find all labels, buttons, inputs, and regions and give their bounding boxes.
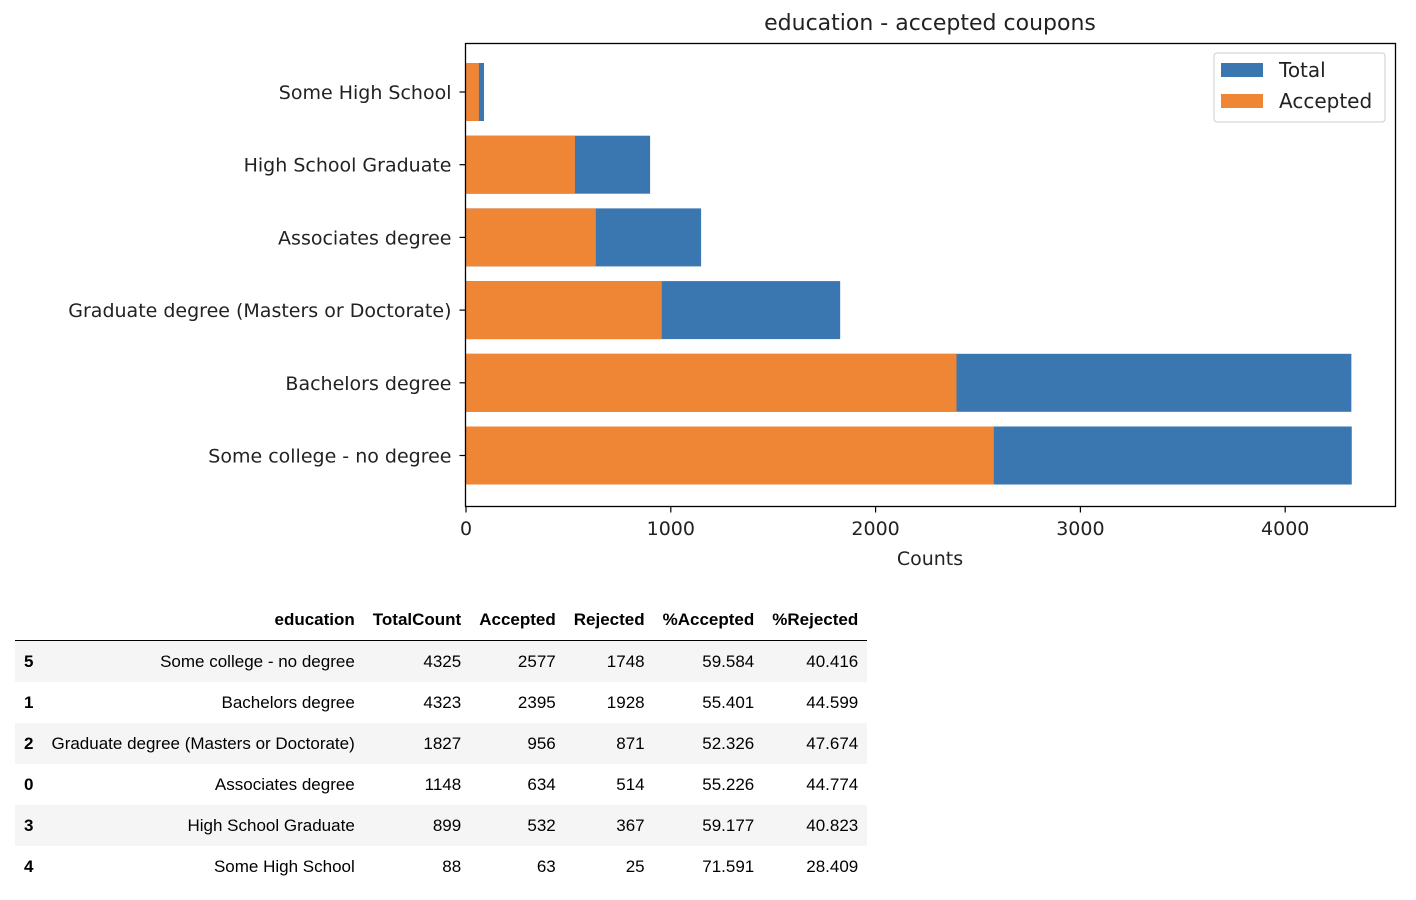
table-cell: Some High School xyxy=(213,856,355,876)
table-cell: 63 xyxy=(536,856,556,876)
y-tick-label-2: Associates degree xyxy=(278,227,451,249)
table-cell: 88 xyxy=(442,856,462,876)
table-cell: 55.226 xyxy=(702,774,755,794)
column-header-3: Accepted xyxy=(470,600,565,641)
table-cell: 1827 xyxy=(363,723,471,764)
bar-accepted-4 xyxy=(466,353,957,412)
table-cell: 4325 xyxy=(363,640,471,682)
plot-frame xyxy=(464,42,1397,508)
table-row: 4 Some High School 88 63 25 71.591 28.409 xyxy=(15,846,867,887)
table-cell: 25 xyxy=(625,856,645,876)
column-header-0 xyxy=(15,600,43,641)
table-cell: Some college - no degree xyxy=(42,640,364,682)
x-axis-label: Counts xyxy=(897,548,963,570)
row-index: 4 xyxy=(24,856,34,876)
column-header-4: Rejected xyxy=(564,600,654,641)
table-row: 0 Associates degree 1148 634 514 55.226 44.774 xyxy=(15,764,867,805)
x-tick-label-3: 3000 xyxy=(1056,518,1104,540)
bars xyxy=(466,63,1352,485)
column-header-6: %Rejected xyxy=(763,600,868,641)
table-cell: Associates degree xyxy=(214,774,355,794)
table-cell: High School Graduate xyxy=(42,805,364,846)
bar-accepted-3 xyxy=(466,281,662,340)
table-cell: 1748 xyxy=(564,640,654,682)
row-index: 1 xyxy=(24,692,34,712)
y-tick-label-4: Bachelors degree xyxy=(285,373,451,395)
x-tick-label-0: 0 xyxy=(460,518,472,540)
table-cell: 71.591 xyxy=(702,856,755,876)
table-cell: 44.599 xyxy=(806,692,859,712)
row-index: 0 xyxy=(24,774,34,794)
legend-label-total: Total xyxy=(1278,58,1326,82)
table-cell: Bachelors degree xyxy=(221,692,355,712)
column-header-5: %Accepted xyxy=(653,600,764,641)
table-cell: 4323 xyxy=(423,692,462,712)
table-cell: 40.823 xyxy=(763,805,868,846)
column-header-2: TotalCount xyxy=(363,600,471,641)
y-tick-label-0: Some High School xyxy=(279,82,452,104)
table-row: 5 Some college - no degree 4325 2577 1748 59.… xyxy=(15,640,868,682)
table-cell: 899 xyxy=(363,805,471,846)
table-row: 1 Bachelors degree 4323 2395 1928 55.401 44.59… xyxy=(15,682,867,723)
bar-accepted-0 xyxy=(466,63,479,121)
x-tick-label-2: 2000 xyxy=(851,518,899,540)
bar-accepted-2 xyxy=(466,208,596,267)
table-body: 5 Some college - no degree 4325 2577 1748 59.… xyxy=(15,640,868,888)
y-tick-label-5: Some college - no degree xyxy=(208,446,451,468)
table-cell: Graduate degree (Masters or Doctorate) xyxy=(42,723,364,764)
table-cell: 871 xyxy=(564,723,654,764)
data-table: education TotalCount Accepted Rejected %Acce… xyxy=(15,600,868,888)
table-cell: 367 xyxy=(564,805,654,846)
x-axis: 0 1000 2000 3000 4000 xyxy=(460,506,1309,540)
table-cell: 514 xyxy=(616,774,645,794)
table-cell: 47.674 xyxy=(763,723,868,764)
legend-swatch-accepted xyxy=(1221,94,1263,108)
table-cell: 44.774 xyxy=(806,774,859,794)
table-cell: 59.584 xyxy=(653,640,764,682)
bar-accepted-1 xyxy=(466,135,575,194)
table-cell: 40.416 xyxy=(763,640,868,682)
x-tick-label-1: 1000 xyxy=(647,518,695,540)
table-cell: 956 xyxy=(470,723,565,764)
table-row: 3 High School Graduate 899 532 367 59.177 40.8… xyxy=(15,805,868,846)
table-row: 2 Graduate degree (Masters or Doctorate) 1… xyxy=(15,723,868,764)
bar-accepted-5 xyxy=(466,426,994,485)
y-tick-label-1: High School Graduate xyxy=(244,155,452,177)
legend: Total Accepted xyxy=(1213,52,1386,123)
table-cell: 634 xyxy=(527,774,556,794)
table-cell: 1148 xyxy=(424,774,462,794)
table-cell: 2395 xyxy=(517,692,556,712)
y-axis: Some High School High School Graduate Asso… xyxy=(68,82,466,468)
row-index: 2 xyxy=(15,723,43,764)
row-index: 5 xyxy=(15,640,43,682)
column-header-1: education xyxy=(42,600,364,641)
table-cell: 52.326 xyxy=(653,723,764,764)
table-cell: 1928 xyxy=(606,692,645,712)
legend-label-accepted: Accepted xyxy=(1279,89,1372,113)
x-tick-label-4: 4000 xyxy=(1261,518,1309,540)
table-cell: 55.401 xyxy=(702,692,755,712)
table-cell: 532 xyxy=(470,805,565,846)
table-header-row: education TotalCount Accepted Rejected %Acce… xyxy=(15,600,868,641)
legend-swatch-total xyxy=(1221,63,1263,77)
row-index: 3 xyxy=(15,805,43,846)
table-cell: 59.177 xyxy=(653,805,764,846)
bar-chart: education - accepted coupons Some High S… xyxy=(68,11,1397,570)
y-tick-label-3: Graduate degree (Masters or Doctorate) xyxy=(68,300,451,322)
chart-title: education - accepted coupons xyxy=(764,11,1096,36)
table-cell: 28.409 xyxy=(806,856,859,876)
table-cell: 2577 xyxy=(470,640,565,682)
legend-items: Total Accepted xyxy=(1221,58,1372,113)
